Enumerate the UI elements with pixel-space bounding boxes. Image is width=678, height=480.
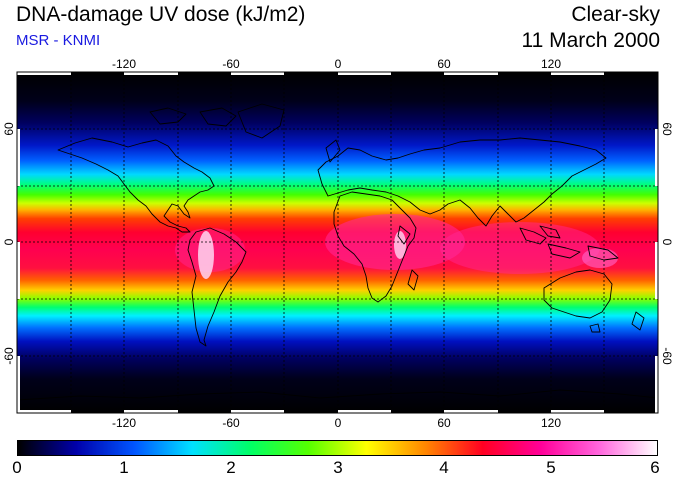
map-title: DNA-damage UV dose (kJ/m2) bbox=[16, 3, 306, 26]
lon-labels-top: -120 -60 0 60 120 bbox=[112, 57, 561, 71]
eurasia-coast bbox=[317, 137, 607, 227]
colorbar-tick-label: 6 bbox=[650, 458, 660, 477]
lat-label: 60 bbox=[2, 122, 16, 136]
graticule bbox=[17, 72, 658, 413]
lon-labels-bottom: -120 -60 0 60 120 bbox=[112, 416, 561, 430]
antarctica-coast bbox=[17, 389, 658, 401]
lon-label: -120 bbox=[112, 57, 136, 71]
lat-label: 60 bbox=[660, 122, 674, 136]
lon-label: 0 bbox=[335, 416, 342, 430]
lat-label: 0 bbox=[2, 238, 16, 245]
colorbar-tick-label: 3 bbox=[333, 458, 343, 477]
lon-label: -120 bbox=[112, 416, 136, 430]
colorbar-tick-label: 0 bbox=[12, 458, 22, 477]
date-label: 11 March 2000 bbox=[521, 29, 660, 52]
colorbar-tick-label: 2 bbox=[226, 458, 236, 477]
australia-coast bbox=[543, 269, 613, 319]
colorbar-tick-label: 1 bbox=[119, 458, 129, 477]
lon-label: -60 bbox=[222, 416, 240, 430]
lon-label: 120 bbox=[541, 416, 561, 430]
africa-coast bbox=[333, 191, 417, 303]
sky-condition-label: Clear-sky bbox=[571, 3, 660, 26]
south-america-coast bbox=[187, 227, 247, 347]
lat-labels-right: 60 0 -60 bbox=[660, 122, 674, 365]
lon-label: 60 bbox=[437, 416, 451, 430]
lon-label: 60 bbox=[437, 57, 451, 71]
lat-label: -60 bbox=[660, 347, 674, 365]
lat-labels-left: 60 0 -60 bbox=[2, 122, 16, 365]
source-label: MSR - KNMI bbox=[16, 32, 101, 49]
lat-label: -60 bbox=[2, 347, 16, 365]
frame-border bbox=[17, 72, 658, 413]
lon-label: 0 bbox=[335, 57, 342, 71]
lat-label: 0 bbox=[660, 239, 674, 246]
colorbar-tick-label: 5 bbox=[546, 458, 556, 477]
lon-label: -60 bbox=[222, 57, 240, 71]
colorbar bbox=[17, 440, 658, 456]
map-frame bbox=[16, 71, 659, 414]
lon-label: 120 bbox=[541, 57, 561, 71]
colorbar-tick-label: 4 bbox=[439, 458, 449, 477]
